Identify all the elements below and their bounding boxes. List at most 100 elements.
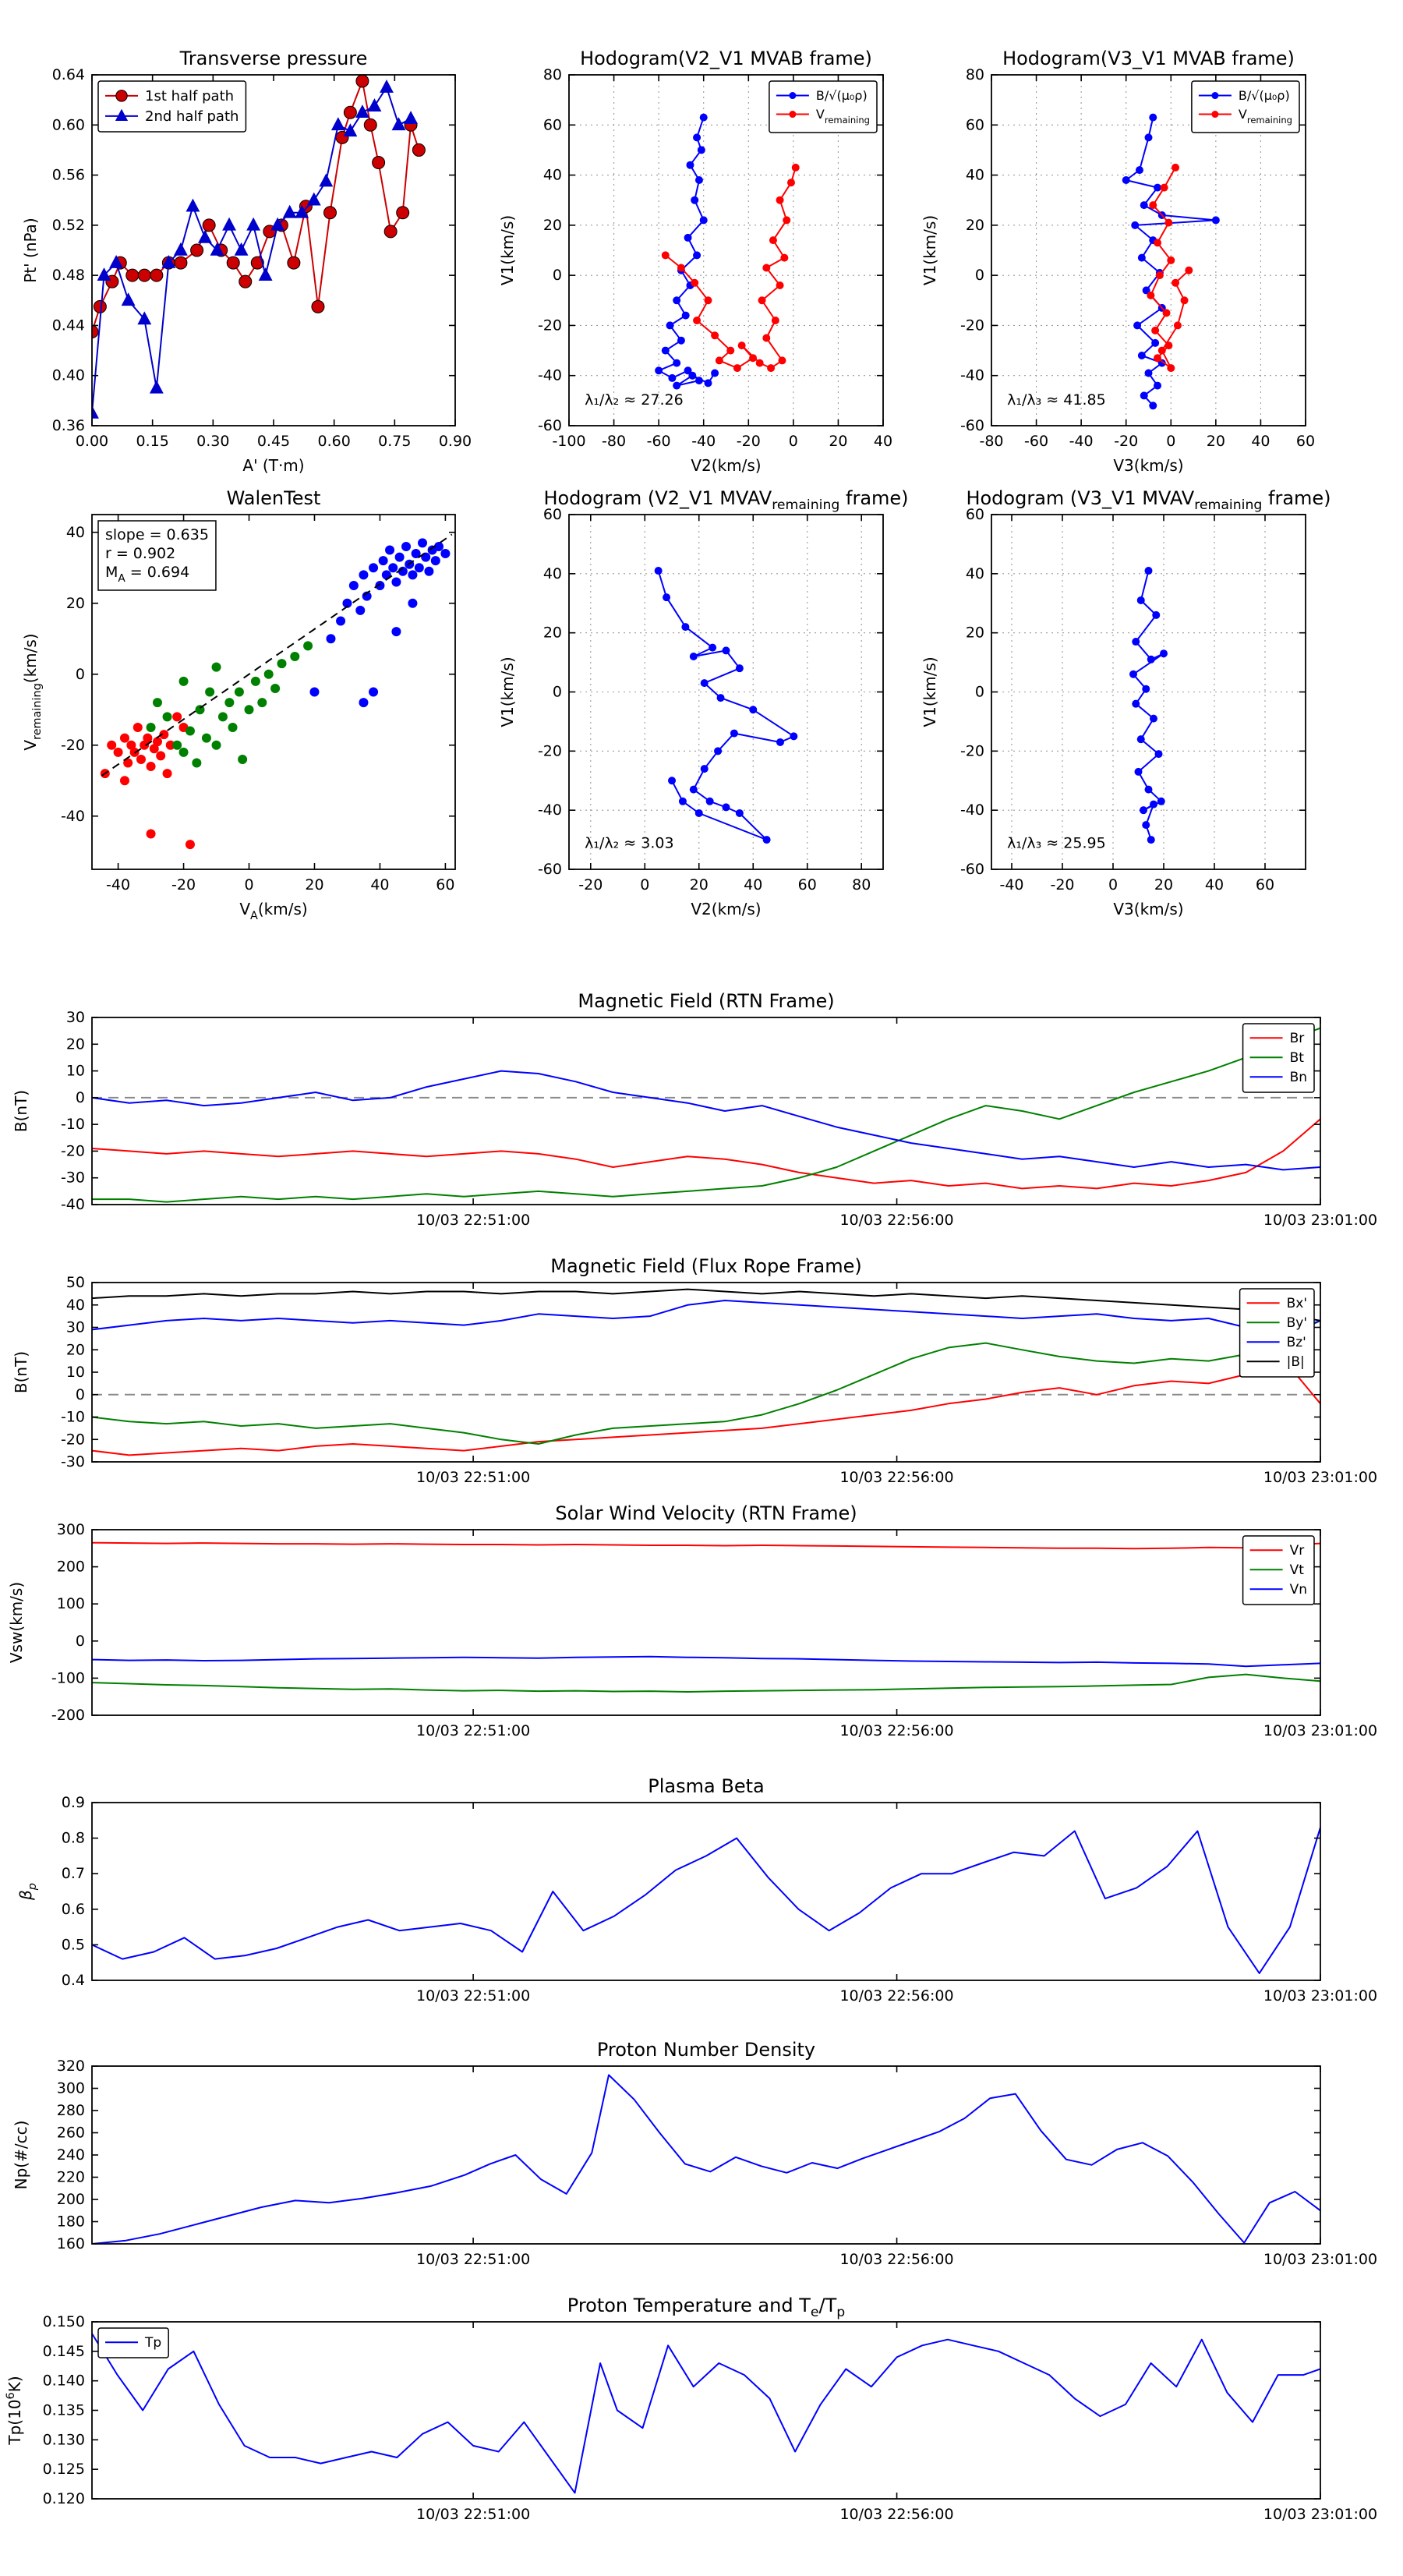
walen-test-xtick-label: 40 (370, 876, 389, 893)
hodogram-v2v1-mvav-xlabel: V2(km/s) (691, 900, 761, 918)
hodogram-v2v1-mvab-ytick-label: 80 (543, 66, 562, 83)
mag-field-rtn-frame (91, 1017, 1321, 1205)
proton-temperature-frame (91, 2321, 1321, 2500)
proton-number-density-ytick-label: 180 (57, 2213, 85, 2231)
proton-temperature-ytick-label: 0.135 (43, 2402, 85, 2419)
hodogram-v2v1-mvav-ytick-label: -20 (538, 742, 562, 759)
hodogram-v2v1-mvab-ytick-label: 20 (543, 217, 562, 234)
solar-wind-velocity-legend: Vr Vt Vn (1242, 1535, 1315, 1605)
plasma-beta-ytick-label: 0.9 (62, 1794, 85, 1811)
proton-number-density-series-group (92, 2074, 1320, 2244)
plasma-beta-title: Plasma Beta (648, 1775, 764, 1797)
transverse-pressure-xtick-label: 0.15 (136, 433, 169, 450)
solar-wind-velocity-xtick-label: 10/03 22:51:00 (416, 1722, 530, 1739)
transverse-pressure-ytick-label: 0.52 (52, 217, 85, 234)
hodogram-v3v1-mvab-xtick-label: -40 (1069, 433, 1094, 450)
hodogram-v2v1-mvab-ytick-label: -20 (538, 317, 562, 334)
hodogram-v2v1-mvab-xtick-label: -100 (552, 433, 585, 450)
proton-number-density-ytick-label: 240 (57, 2146, 85, 2164)
hodogram-v3v1-mvab-line-0 (1125, 117, 1217, 406)
mag-field-flux-rope-ytick-label: 30 (66, 1319, 85, 1336)
mag-field-rtn-line-0 (92, 1118, 1320, 1190)
hodogram-v3v1-mvav-xtick-label: 60 (1256, 876, 1274, 893)
hodogram-v3v1-mvab-xtick-label: -80 (979, 433, 1003, 450)
hodogram-v2v1-mvav-ytick-label: -40 (538, 801, 562, 819)
svg-text:r = 0.902: r = 0.902 (105, 545, 175, 562)
hodogram-v2v1-mvav-xtick-label: 60 (798, 876, 817, 893)
plasma-beta-xtick-label: 10/03 22:51:00 (416, 1987, 530, 2005)
walen-test-ytick-label: 0 (76, 666, 85, 683)
hodogram-v3v1-mvav-series-group (1129, 567, 1168, 844)
hodogram-v3v1-mvab-ylabel: V1(km/s) (921, 215, 939, 285)
hodogram-v3v1-mvav-ytick-label: 20 (966, 625, 984, 642)
hodogram-v3v1-mvab-ytick-label: 40 (966, 167, 984, 184)
walen-test-ytick-label: -20 (61, 737, 85, 754)
hodogram-v2v1-mvav-ytick-label: -60 (538, 861, 562, 878)
walen-test-ytick-label: 20 (66, 595, 85, 612)
hodogram-v3v1-mvab-ytick-label: 20 (966, 217, 984, 234)
transverse-pressure-xtick-label: 0.30 (196, 433, 229, 450)
mag-field-rtn-title: Magnetic Field (RTN Frame) (578, 990, 834, 1012)
mag-field-flux-rope-ytick-label: -20 (61, 1431, 85, 1448)
transverse-pressure-xtick-label: 0.00 (76, 433, 108, 450)
solar-wind-velocity-line-1 (92, 1673, 1320, 1693)
hodogram-v3v1-mvab-frame (991, 74, 1306, 426)
transverse-pressure-ylabel: Pt' (nPa) (21, 218, 40, 282)
transverse-pressure-xlabel: A' (T·m) (242, 456, 304, 475)
proton-number-density-xtick-label: 10/03 23:01:00 (1263, 2251, 1377, 2268)
transverse-pressure-xtick-label: 0.90 (439, 433, 472, 450)
mag-field-flux-rope-line-0 (92, 1357, 1320, 1456)
mag-field-rtn-legend: Br Bt Bn (1242, 1023, 1315, 1093)
hodogram-v2v1-mvab-title: Hodogram(V2_V1 MVAB frame) (580, 48, 872, 69)
mag-field-flux-rope-xtick-label: 10/03 22:51:00 (416, 1469, 530, 1486)
mag-field-rtn-ytick-label: 10 (66, 1063, 85, 1080)
transverse-pressure-series-group (92, 75, 426, 419)
hodogram-v2v1-mvav-ylabel: V1(km/s) (498, 656, 517, 727)
mag-field-rtn: 10/03 22:51:00 10/03 22:56:00 10/03 23:01:… (12, 990, 1377, 1229)
hodogram-v2v1-mvav-line-0 (657, 570, 795, 841)
hodogram-v2v1-mvab-xtick-label: -40 (691, 433, 716, 450)
plasma-beta-ytick-label: 0.6 (62, 1901, 85, 1918)
hodogram-v2v1-mvav-ytick-label: 40 (543, 565, 562, 582)
walen-test-ytick-label: 40 (66, 524, 85, 541)
proton-temperature-legend: Tp (97, 2327, 169, 2358)
hodogram-v2v1-mvav-xtick-label: 40 (744, 876, 762, 893)
hodogram-v3v1-mvav-ytick-label: 60 (966, 506, 984, 523)
hodogram-v3v1-mvab-xtick-label: 0 (1166, 433, 1175, 450)
walen-test-title: WalenTest (227, 487, 321, 509)
plasma-beta-ytick-label: 0.7 (62, 1865, 85, 1882)
walen-test-xtick-label: 20 (305, 876, 323, 893)
hodogram-v3v1-mvav-ytick-label: 0 (975, 684, 984, 701)
mag-field-flux-rope-ytick-label: 10 (66, 1364, 85, 1381)
mag-field-flux-rope-ytick-label: -10 (61, 1409, 85, 1426)
proton-number-density-frame (91, 2065, 1321, 2245)
transverse-pressure-legend: 1st half path 2nd half path (97, 80, 247, 133)
proton-number-density-line-0 (92, 2074, 1320, 2244)
hodogram-v2v1-mvab-xlabel: V2(km/s) (691, 456, 761, 475)
hodogram-v2v1-mvav-frame (568, 514, 884, 870)
plasma-beta-xtick-label: 10/03 22:56:00 (839, 1987, 953, 2005)
transverse-pressure-xtick-label: 0.45 (257, 433, 290, 450)
proton-number-density-ytick-label: 160 (57, 2235, 85, 2252)
proton-temperature-ytick-label: 0.145 (43, 2343, 85, 2360)
mag-field-flux-rope-legend-label: By' (1287, 1315, 1307, 1331)
solar-wind-velocity-ytick-label: 200 (57, 1559, 85, 1576)
solar-wind-velocity-legend-label: Vn (1290, 1582, 1307, 1598)
walen-test-xtick-label: 60 (436, 876, 454, 893)
solar-wind-velocity-xtick-label: 10/03 22:56:00 (839, 1722, 953, 1739)
solar-wind-velocity-ytick-label: 300 (57, 1521, 85, 1538)
proton-temperature-title: Proton Temperature and Te/Tp (567, 2295, 845, 2320)
hodogram-v3v1-mvav-title: Hodogram (V3_V1 MVAVremaining frame) (966, 487, 1331, 513)
mag-field-flux-rope-ytick-label: 0 (76, 1386, 85, 1403)
hodogram-v3v1-mvab-ytick-label: -60 (960, 417, 984, 434)
hodogram-v3v1-mvab-annotation: λ₁/λ₃ ≈ 41.85 (1007, 391, 1106, 409)
proton-temperature-legend-label: Tp (144, 2335, 161, 2351)
hodogram-v3v1-mvab-xtick-label: -20 (1114, 433, 1138, 450)
hodogram-v2v1-mvav-series-group (654, 567, 798, 844)
transverse-pressure: 0.00 0.15 0.30 0.45 0.60 0.75 0.90 0.36 0.40 0.44… (21, 48, 472, 475)
proton-temperature-xtick-label: 10/03 22:51:00 (416, 2506, 530, 2523)
proton-number-density-ytick-label: 220 (57, 2169, 85, 2186)
mag-field-flux-rope-line-3 (92, 1288, 1320, 1322)
